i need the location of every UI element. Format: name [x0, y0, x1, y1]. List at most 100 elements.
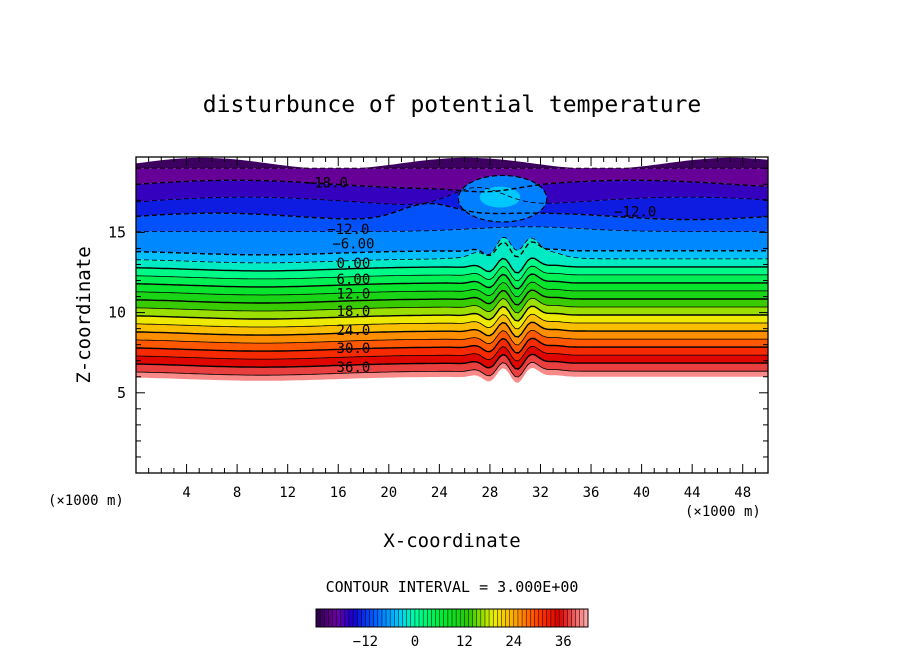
contour-line — [136, 226, 768, 232]
contour-line — [136, 265, 768, 282]
colorbar-cell — [563, 609, 568, 627]
y-axis-label: Z-coordinate — [73, 246, 95, 383]
x-tick-label: 44 — [684, 485, 701, 501]
colorbar-cell — [538, 609, 543, 627]
colorbar-cell — [456, 609, 461, 627]
colorbar-cell — [534, 609, 539, 627]
contour-line — [136, 345, 768, 362]
colorbar-cell — [390, 609, 395, 627]
colorbar-cell — [439, 609, 445, 627]
x-tick-label: 12 — [279, 485, 296, 501]
contour-band — [136, 187, 768, 220]
contour-band — [136, 237, 768, 263]
contour-band — [136, 274, 768, 297]
colorbar-cell — [386, 609, 391, 627]
contour-labels: −18.0−12.0−12.0−6.000.006.0012.018.024.0… — [306, 176, 657, 376]
y-axis-ticks: 5 10 15 — [108, 167, 768, 458]
colorbar-frame — [315, 608, 589, 628]
contour-band — [136, 203, 768, 232]
colorbar-cell — [332, 609, 337, 627]
colorbar-tick-label: 12 — [456, 634, 473, 650]
y-tick-label: 5 — [117, 384, 126, 402]
colorbar-tick-label: −12 — [353, 634, 378, 650]
colorbar-cell — [320, 609, 325, 627]
contour-line — [136, 281, 768, 298]
contour-band — [136, 168, 768, 192]
contour-band — [136, 298, 768, 321]
colorbar-cell — [530, 609, 535, 627]
contour-band — [136, 314, 768, 337]
contour-band — [136, 258, 768, 281]
x-tick-label: 20 — [380, 485, 397, 501]
colorbar-tick-label: 24 — [505, 634, 522, 650]
contour-line — [457, 174, 548, 223]
colorbar-cell — [398, 609, 403, 627]
x-tick-label: 16 — [330, 485, 347, 501]
colorbar-cell — [542, 609, 548, 627]
colorbar-cell — [348, 609, 354, 627]
chart-title: disturbunce of potential temperature — [203, 92, 702, 118]
colorbar-cell — [414, 609, 420, 627]
colorbar-cell — [555, 609, 560, 627]
colorbar-cell — [501, 609, 506, 627]
colorbar-tick-label: 0 — [411, 634, 419, 650]
x-tick-label: 32 — [532, 485, 549, 501]
contour-band — [136, 362, 768, 383]
colorbar-cell — [579, 609, 585, 627]
colorbar-tick-label: 36 — [555, 634, 572, 650]
contour-label: −12.0 — [327, 222, 369, 238]
contour-label: 36.0 — [337, 360, 371, 376]
colorbar-cell — [361, 609, 366, 627]
contour-band — [136, 282, 768, 305]
contour-line — [136, 321, 768, 338]
colorbar-cell — [443, 609, 449, 627]
colorbar-cell — [472, 609, 478, 627]
x-tick-label: 36 — [583, 485, 600, 501]
colorbar: −12 0 12 24 36 — [315, 608, 589, 650]
x-tick-label: 8 — [233, 485, 241, 501]
colorbar-cell — [571, 609, 576, 627]
contour-band — [136, 226, 768, 257]
colorbar-cell — [435, 609, 440, 627]
contour-band — [136, 330, 768, 353]
contour-band — [136, 290, 768, 313]
contour-label: 0.00 — [337, 256, 371, 272]
x-axis-label: X-coordinate — [383, 530, 520, 552]
colorbar-cell — [373, 609, 379, 627]
contour-label: −18.0 — [306, 176, 348, 192]
y-tick-label: 10 — [108, 304, 126, 322]
contour-lines — [136, 167, 768, 378]
colorbar-cell — [423, 609, 428, 627]
contour-line — [136, 353, 768, 370]
contour-band — [136, 237, 768, 273]
colorbar-cell — [480, 609, 486, 627]
colorbar-cell — [447, 609, 453, 627]
colorbar-cell — [567, 609, 572, 627]
colorbar-cell — [476, 609, 482, 627]
contour-band — [136, 346, 768, 369]
contour-line — [136, 297, 768, 314]
contour-line — [136, 313, 768, 330]
x-axis-ticks: 4 8 12 16 20 24 28 32 36 40 44 48 — [148, 157, 756, 501]
contour-label: 18.0 — [337, 304, 371, 320]
contour-line — [136, 237, 768, 264]
x-tick-label: 28 — [481, 485, 498, 501]
x-tick-label: 4 — [182, 485, 190, 501]
contour-line — [136, 361, 768, 378]
colorbar-cell — [484, 609, 490, 627]
contour-band — [136, 157, 768, 169]
contour-label: 6.00 — [337, 272, 371, 288]
colorbar-cell — [526, 609, 531, 627]
contour-line — [136, 289, 768, 306]
contour-band — [136, 354, 768, 377]
cold-cell-core — [479, 186, 521, 208]
contour-line — [136, 241, 768, 258]
contour-line — [136, 273, 768, 290]
contour-line — [136, 186, 768, 205]
x-unit-right: (×1000 m) — [685, 504, 761, 520]
contour-interval-text: CONTOUR INTERVAL = 3.000E+00 — [326, 578, 579, 596]
colorbar-cell — [583, 609, 589, 627]
colorbar-cell — [468, 609, 473, 627]
contour-line — [136, 257, 768, 274]
colorbar-cell — [402, 609, 407, 627]
